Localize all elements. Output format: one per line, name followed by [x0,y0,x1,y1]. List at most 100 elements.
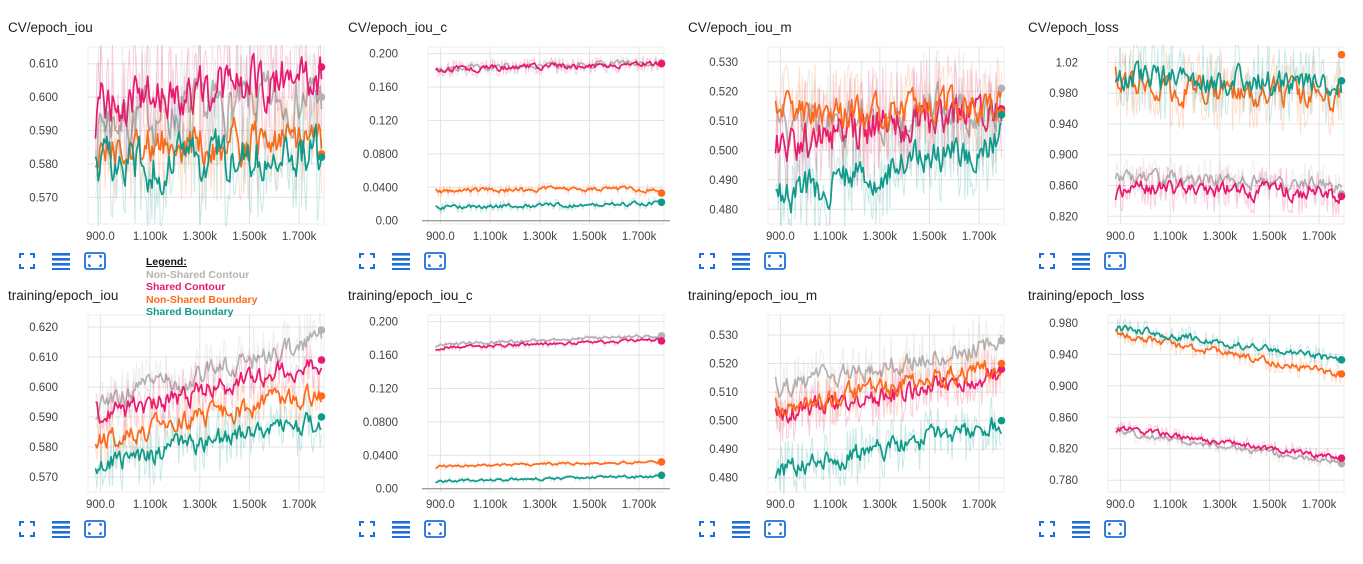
series-layer [434,331,662,486]
data-list-button[interactable] [50,251,72,271]
x-tick-label: 1.500k [912,499,947,511]
x-tick-label: 1.300k [863,231,898,243]
y-tick-label: 0.160 [369,350,398,362]
series-endpoint-shared-contour [317,63,326,71]
chart-panel-cv-epoch-iou-m[interactable]: CV/epoch_iou_m 0.480 0.490 0.500 0.510 0.520 0… [680,0,1020,270]
fit-domain-icon [84,252,106,270]
fit-domain-button[interactable] [1104,251,1126,271]
fullscreen-button[interactable] [696,519,718,539]
series-line-shared-boundary [1114,60,1343,97]
series-line-shared-boundary [435,200,662,211]
series-layer [94,313,323,491]
y-tick-label: 0.900 [1049,150,1078,162]
x-tick-label: 900.0 [1106,231,1135,243]
chart-title: training/epoch_iou [8,288,119,303]
fit-domain-button[interactable] [424,251,446,271]
chart-title: CV/epoch_iou_c [348,20,448,35]
y-tick-label: 0.600 [29,382,58,394]
y-tick-label: 0.940 [1049,349,1078,361]
x-tick-label: 1.100k [1153,231,1188,243]
data-list-icon [732,521,750,538]
y-tick-label: 0.530 [709,57,738,69]
data-list-button[interactable] [1070,519,1092,539]
chart-panel-training-epoch-iou[interactable]: training/epoch_iou 0.570 0.580 0.590 0.600 0.… [0,268,340,538]
chart-panel-training-epoch-loss[interactable]: training/epoch_loss 0.780 0.820 0.860 0.900 0… [1020,268,1360,538]
x-tick-label: 1.700k [1302,499,1337,511]
series-line-shared-boundary [94,123,323,196]
x-tick-label: 1.500k [232,499,267,511]
fit-domain-button[interactable] [424,519,446,539]
legend-entry-non-shared-contour: Non-Shared Contour [146,268,250,281]
y-tick-label: 0.500 [709,145,738,157]
fullscreen-button[interactable] [16,251,38,271]
data-list-button[interactable] [390,251,412,271]
x-tick-label: 1.500k [1252,499,1287,511]
chart-toolbar [1036,250,1126,272]
fullscreen-icon [359,521,375,537]
y-tick-label: 1.02 [1056,57,1078,69]
series-raw-shared-contour [435,334,662,353]
chart-title: training/epoch_loss [1028,288,1145,303]
y-tick-label: 0.570 [29,192,58,204]
plot-area [1107,46,1345,225]
fit-domain-button[interactable] [84,519,106,539]
series-endpoint-shared-contour [317,356,326,364]
y-tick-label: 0.820 [1049,444,1078,456]
series-endpoint-shared-contour [657,337,666,345]
fullscreen-button[interactable] [1036,519,1058,539]
chart-panel-cv-epoch-iou-c[interactable]: CV/epoch_iou_c 0.00 0.0400 0.0800 0.120 0.160… [340,0,680,270]
fullscreen-button[interactable] [356,519,378,539]
chart-panel-training-epoch-iou-m[interactable]: training/epoch_iou_m 0.480 0.490 0.500 0.510… [680,268,1020,538]
plot-area [427,46,665,225]
endpoint-layer [1337,50,1346,201]
data-list-button[interactable] [730,251,752,271]
data-list-icon [52,253,70,270]
series-layer [1114,45,1343,217]
series-endpoint-non-shared-contour [317,326,326,334]
fullscreen-button[interactable] [1036,251,1058,271]
fullscreen-button[interactable] [16,519,38,539]
y-tick-label: 0.500 [709,416,738,428]
fit-domain-button[interactable] [1104,519,1126,539]
series-line-shared-contour [94,52,323,139]
chart-title: training/epoch_iou_c [348,288,473,303]
endpoint-layer [317,63,326,162]
y-tick-label: 0.0800 [363,417,398,429]
data-list-icon [1072,253,1090,270]
fullscreen-button[interactable] [696,251,718,271]
chart-panel-cv-epoch-loss[interactable]: CV/epoch_loss 0.820 0.860 0.900 0.940 0.980 1.… [1020,0,1360,270]
chart-toolbar [16,518,106,540]
chart-svg: 0.480 0.490 0.500 0.510 0.520 0.530 900.0 1.100… [709,46,1006,243]
x-tick-label: 1.100k [813,231,848,243]
data-list-button[interactable] [1070,251,1092,271]
chart-svg: 0.780 0.820 0.860 0.900 0.940 0.980 900.0 1.100… [1049,314,1346,511]
fit-domain-button[interactable] [764,251,786,271]
chart-toolbar [696,250,786,272]
series-line-non-shared-contour [95,326,323,420]
data-list-button[interactable] [50,519,72,539]
chart-panel-training-epoch-iou-c[interactable]: training/epoch_iou_c 0.00 0.0400 0.0800 0.12… [340,268,680,538]
x-tick-label: 900.0 [1106,499,1135,511]
series-endpoint-non-shared-contour [997,84,1006,93]
fit-domain-icon [424,252,446,270]
fit-domain-button[interactable] [84,251,106,271]
series-line-shared-contour [435,337,662,351]
series-endpoint-shared-contour [997,365,1006,374]
x-tick-label: 1.700k [962,499,997,511]
x-tick-label: 1.700k [282,231,317,243]
fullscreen-button[interactable] [356,251,378,271]
data-list-button[interactable] [730,519,752,539]
y-tick-label: 0.590 [29,125,58,137]
x-tick-label: 1.700k [622,231,657,243]
fit-domain-button[interactable] [764,519,786,539]
plot-area [87,314,325,493]
series-endpoint-shared-boundary [657,471,666,480]
chart-svg: 0.480 0.490 0.500 0.510 0.520 0.530 900.0 1.100… [709,314,1006,511]
x-tick-label: 1.500k [232,231,267,243]
data-list-button[interactable] [390,519,412,539]
fit-domain-icon [764,252,786,270]
series-line-shared-boundary [774,416,1003,479]
chart-panel-cv-epoch-iou[interactable]: CV/epoch_iou 0.570 0.580 0.590 0.600 0.610 900… [0,0,340,270]
data-list-icon [392,253,410,270]
legend-entry-shared-contour: Shared Contour [146,281,226,294]
